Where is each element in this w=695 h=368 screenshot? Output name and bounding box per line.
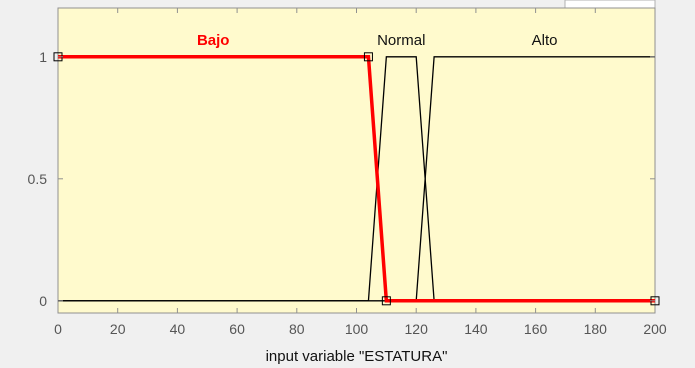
x-tick-label: 100 [345, 321, 369, 337]
mf-label-normal[interactable]: Normal [377, 32, 425, 49]
x-tick-label: 140 [464, 321, 488, 337]
x-tick-label: 40 [170, 321, 186, 337]
plot-area[interactable] [57, 7, 656, 314]
x-tick-label: 80 [289, 321, 305, 337]
x-tick-label: 200 [643, 321, 667, 337]
x-tick-label: 20 [110, 321, 126, 337]
x-tick-label: 180 [584, 321, 608, 337]
y-tick-label: 1 [39, 49, 47, 65]
vertex-handle[interactable] [381, 296, 391, 306]
chart-marks: Bajo Normal Alto [53, 32, 660, 306]
y-tick-label: 0 [39, 293, 47, 309]
x-tick-label: 160 [524, 321, 548, 337]
chart-axes: 0 20 40 60 80 100 120 140 160 180 200 0 0.5 1 [28, 8, 667, 337]
x-tick-label: 120 [405, 321, 429, 337]
mf-label-alto[interactable]: Alto [532, 32, 558, 49]
x-axis-title: input variable "ESTATURA" [266, 348, 448, 365]
x-tick-label: 60 [229, 321, 245, 337]
vertex-handle[interactable] [363, 52, 373, 62]
y-tick-label: 0.5 [28, 171, 48, 187]
mf-label-bajo[interactable]: Bajo [197, 32, 230, 49]
mf-line-alto[interactable] [58, 56, 655, 302]
mf-line-bajo[interactable] [58, 55, 655, 303]
x-tick-label: 0 [54, 321, 62, 337]
